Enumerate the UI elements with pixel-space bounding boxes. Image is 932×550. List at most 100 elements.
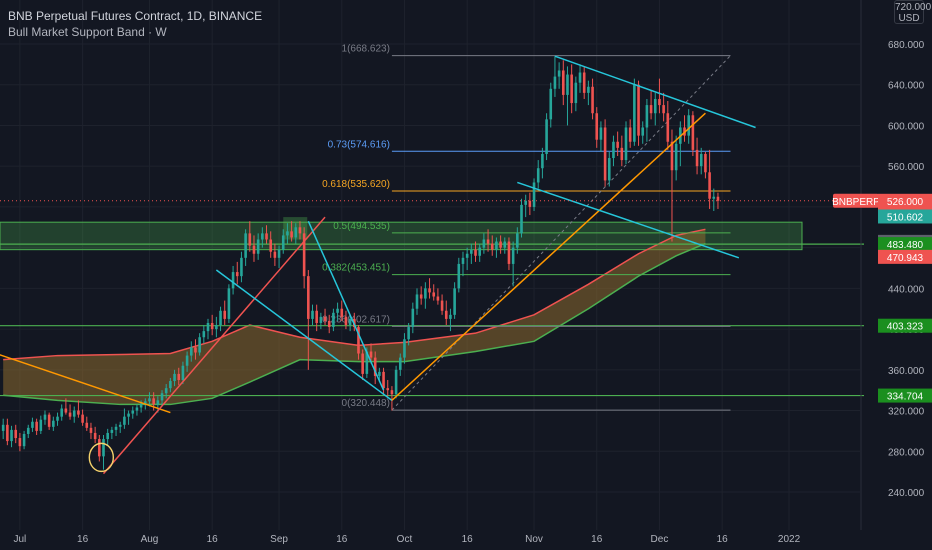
fib-level-label: 0.73(574.616) [328,139,390,150]
value-tag [878,318,932,333]
last-price-symbol-text: BNBPERP [832,197,880,208]
candle-body [43,414,47,420]
y-tick-label: 680.000 [888,40,925,51]
candle-body [520,204,523,234]
candle-body [6,424,9,442]
candle-body [72,410,76,417]
indicator-legend[interactable]: Bull Market Support Band · W [8,25,167,39]
candle-body [428,288,431,293]
candle-body [524,200,527,205]
symbol-title[interactable]: BNB Perpetual Futures Contract, 1D, BINA… [8,9,263,23]
candle-body [18,438,22,447]
candle-body [582,72,586,93]
candle-body [695,149,699,167]
y-tick-label: 560.000 [888,162,925,173]
candle-body [131,410,135,414]
candle-body [411,308,415,328]
candle-body [365,351,369,374]
candle-body [704,153,707,173]
candle-body [465,253,469,258]
candle-body [373,357,377,376]
fib-diagonal [391,55,731,411]
x-tick-label: 2022 [778,534,801,545]
fib-level-label: 0.618(535.620) [322,179,390,190]
value-tag [878,209,932,224]
trendline [0,354,171,414]
candle-body [607,158,611,181]
value-tag-text: 403.323 [887,322,924,333]
candle-body [160,393,164,401]
candle-body [206,322,210,332]
candle-body [265,233,268,240]
candle-body [135,407,139,411]
candle-body [470,249,473,254]
candle-body [574,82,578,104]
last-price-text: 526.000 [887,197,924,208]
candle-body [478,247,481,256]
candle-body [595,113,599,140]
candle-body [570,74,573,104]
candle-body [277,249,281,258]
support-band-fill [3,229,706,405]
candle-body [22,433,26,447]
candle-body [102,439,105,457]
candle-body [587,86,590,93]
x-tick-label: Jul [14,534,27,545]
candle-body [286,231,289,236]
candle-body [240,257,243,277]
x-tick-label: Oct [397,534,413,545]
x-tick-label: Sep [270,534,288,545]
candle-body [645,105,649,128]
candle-body [269,239,272,252]
candle-body [210,322,214,330]
y-tick-label: 280.000 [888,447,925,458]
fib-retracement: 1(668.623) 0.73(574.616) 0.618(535.620) 0.5… [322,44,731,411]
trendline [517,181,740,259]
candle-body [248,233,252,246]
value-tag-text: 483.480 [887,240,924,251]
candle-body [336,308,339,313]
candle-body [419,294,423,299]
candle-body [81,414,84,423]
candle-body [64,408,68,413]
candle-body [261,233,264,240]
candle-body [474,249,477,256]
candle-body [60,408,63,417]
trendline [391,112,706,401]
candle-body [378,371,381,376]
candle-body [440,300,444,311]
candle-body [152,398,155,405]
candle-body [323,316,327,321]
candle-body [252,245,256,254]
candle-body [603,127,607,181]
candle-body [56,416,59,421]
candle-body [591,86,594,114]
trendlines [0,55,756,475]
currency-badge[interactable]: 720.000 USD [894,0,931,24]
y-tick-label: 360.000 [888,366,925,377]
candle-body [177,373,181,380]
candle-body [223,310,227,319]
value-tag [878,237,932,252]
candle-body [281,235,285,250]
candle-body [432,292,436,297]
candle-body [444,310,448,319]
candle-body [495,241,498,250]
candle-body [290,231,293,238]
candle-body [227,288,231,319]
candle-body [85,422,89,428]
candle-body [202,331,206,338]
candle-body [198,337,201,353]
candle-body [68,412,72,417]
candle-body [298,227,302,234]
y-tick-label: 240.000 [888,488,925,499]
candle-body [382,371,385,389]
value-tag [878,388,932,403]
x-tick-label: 16 [462,534,474,545]
candle-body [662,105,665,114]
candle-body [482,239,486,248]
trendline [554,55,756,129]
candle-body [528,200,532,207]
